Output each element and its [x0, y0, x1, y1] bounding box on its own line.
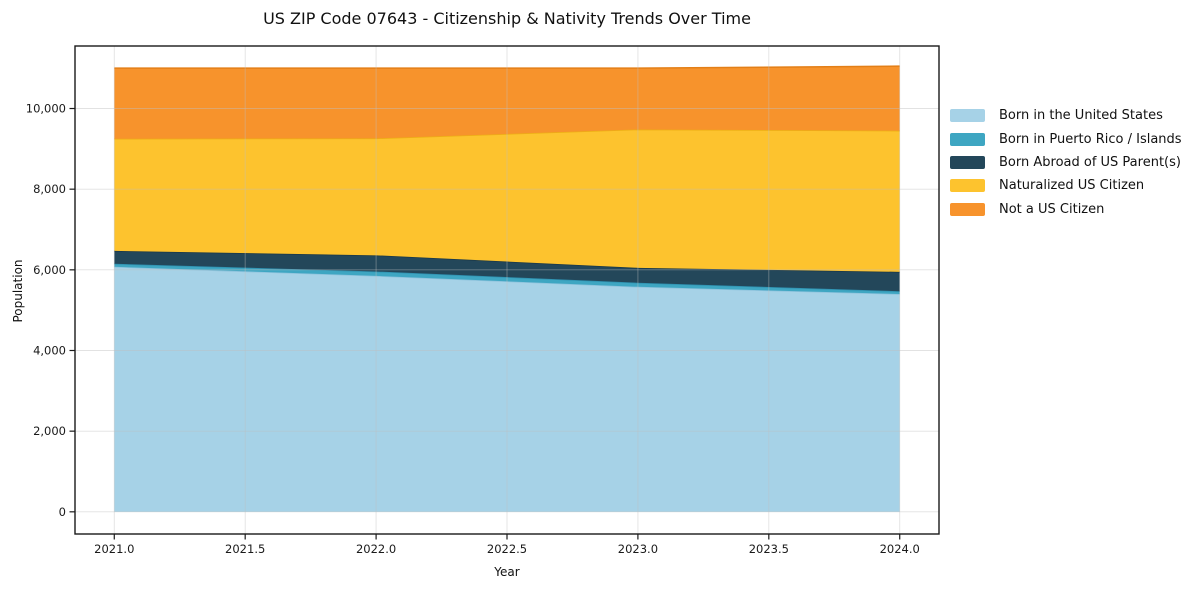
area-series: [114, 65, 900, 512]
legend-swatch-icon: [950, 155, 985, 169]
legend-label: Naturalized US Citizen: [999, 178, 1145, 194]
y-tick-label: 0: [59, 505, 66, 519]
legend-label: Born in Puerto Rico / Islands: [999, 131, 1182, 147]
legend-swatch-icon: [950, 109, 985, 123]
y-tick-label: 6,000: [33, 263, 66, 277]
x-tick-label: 2022.0: [356, 542, 396, 556]
area-born-in-the-united-states: [114, 266, 900, 512]
x-tick-label: 2021.0: [94, 542, 134, 556]
legend: Born in the United States Born in Puerto …: [950, 104, 1182, 221]
y-tick-label: 8,000: [33, 182, 66, 196]
legend-swatch-icon: [950, 132, 985, 146]
x-tick-label: 2021.5: [225, 542, 265, 556]
y-axis-label: Population: [11, 259, 25, 323]
x-axis-label: Year: [494, 565, 520, 579]
legend-swatch-icon: [950, 179, 985, 193]
x-tick-label: 2023.5: [749, 542, 789, 556]
y-tick-label: 2,000: [33, 424, 66, 438]
area-not-a-us-citizen: [114, 66, 900, 139]
y-axis-ticks: 0 2,000 4,000 6,000 8,000 10,000: [26, 102, 75, 519]
x-tick-label: 2023.0: [618, 542, 658, 556]
legend-item-born-abroad-of-us-parent-s: Born Abroad of US Parent(s): [950, 151, 1182, 174]
chart-title: US ZIP Code 07643 - Citizenship & Nativi…: [263, 9, 751, 28]
area-naturalized-us-citizen: [114, 129, 900, 272]
area-born-in-puerto-rico-islands: [114, 263, 900, 295]
legend-item-naturalized-us-citizen: Naturalized US Citizen: [950, 174, 1182, 197]
area-edge-not-a-us-citizen: [114, 65, 900, 69]
x-tick-label: 2022.5: [487, 542, 527, 556]
y-tick-label: 10,000: [26, 102, 66, 116]
y-tick-label: 4,000: [33, 343, 66, 357]
legend-item-not-a-us-citizen: Not a US Citizen: [950, 198, 1182, 221]
legend-item-born-in-the-united-states: Born in the United States: [950, 104, 1182, 127]
x-tick-label: 2024.0: [880, 542, 920, 556]
area-born-abroad-of-us-parent-s: [114, 250, 900, 292]
grid-lines: [75, 46, 939, 534]
legend-label: Not a US Citizen: [999, 201, 1105, 217]
legend-item-born-in-puerto-rico-islands: Born in Puerto Rico / Islands: [950, 127, 1182, 150]
legend-swatch-icon: [950, 202, 985, 216]
x-axis-ticks: 2021.0 2021.5 2022.0 2022.5 2023.0 2023.5 2024…: [94, 534, 920, 556]
legend-label: Born Abroad of US Parent(s): [999, 154, 1181, 170]
legend-label: Born in the United States: [999, 108, 1163, 124]
